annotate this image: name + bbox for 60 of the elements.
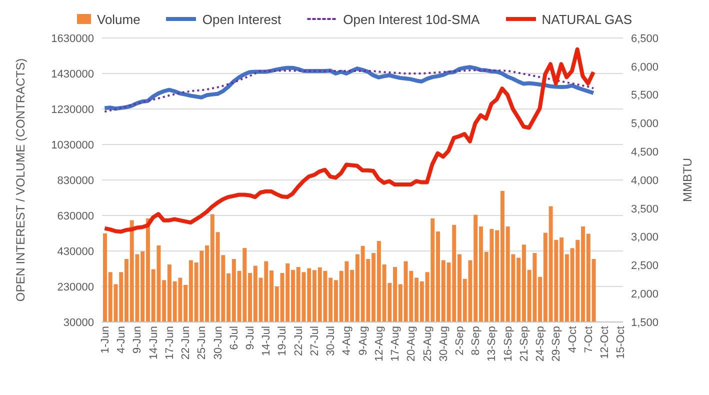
x-tick-label: 14-Jun — [148, 326, 160, 360]
x-tick-label: 24-Sep — [534, 326, 547, 362]
x-tick-label: 9-Aug — [357, 326, 370, 356]
x-tick-label: 16-Sep — [502, 326, 514, 362]
x-tick-label: 27-Jul — [308, 326, 321, 356]
x-tick-label: 19-Jul — [276, 326, 289, 356]
x-tick-label: 1-Jun — [99, 326, 112, 354]
y2-tick-label: 1,500 — [631, 316, 659, 329]
y2-tick-label: 3,500 — [631, 203, 659, 216]
x-tick-label: 17-Jun — [164, 326, 176, 360]
x-tick-label: 30-Jun — [212, 326, 224, 360]
x-tick-label: 6-Jul — [228, 326, 240, 350]
y2-tick-label: 5,000 — [631, 118, 659, 130]
x-tick-label: 9-Jun — [132, 326, 144, 354]
legend-label: Volume — [96, 12, 140, 26]
x-tick-label: 30-Aug — [438, 326, 450, 362]
x-tick-label: 4-Jun — [116, 326, 128, 354]
y-tick-label: 1030000 — [51, 139, 94, 152]
y-axis-title: OPEN INTEREST / VOLUME (CONTRACTS) — [13, 58, 28, 302]
y2-tick-label: 2,000 — [631, 288, 659, 301]
x-tick-label: 12-Aug — [373, 326, 386, 362]
x-tick-label: 7-Oct — [582, 326, 595, 353]
x-tick-label: 14-Jul — [260, 326, 273, 356]
y2-tick-label: 2,500 — [631, 260, 659, 272]
x-tick-label: 13-Sep — [486, 326, 498, 362]
y-tick-label: 1430000 — [51, 68, 94, 80]
x-tick-label: 30-Jul — [325, 326, 338, 356]
x-tick-label: 29-Sep — [550, 326, 563, 362]
x-tick-label: 15-Oct — [615, 326, 628, 360]
y-tick-label: 1230000 — [51, 104, 94, 116]
y2-tick-label: 3,000 — [631, 232, 659, 244]
legend-label: Open Interest — [201, 12, 282, 26]
x-tick-label: 25-Jun — [196, 326, 208, 360]
x-tick-label: 25-Aug — [422, 326, 434, 362]
legend-label: Open Interest 10d-SMA — [342, 12, 480, 26]
y-tick-label: 830000 — [57, 174, 94, 187]
legend-label: NATURAL GAS — [540, 12, 632, 26]
x-tick-label: 17-Aug — [390, 326, 402, 362]
x-tick-label: 8-Sep — [470, 326, 482, 356]
y2-axis-title: MMBTU — [680, 158, 694, 202]
line-series — [102, 47, 596, 234]
y2-tick-label: 4,000 — [631, 174, 659, 187]
x-tick-label: 12-Oct — [599, 326, 612, 360]
y2-tick-label: 5,500 — [631, 90, 659, 102]
x-tick-label: 22-Jul — [292, 326, 305, 356]
y-tick-label: 1630000 — [51, 32, 94, 45]
x-tick-label: 9-Jul — [244, 326, 257, 350]
x-tick-label: 2-Sep — [454, 326, 466, 356]
y-tick-label: 630000 — [57, 210, 94, 222]
y2-tick-label: 6,000 — [631, 61, 659, 74]
y-tick-label: 30000 — [63, 316, 94, 329]
y-tick-label: 230000 — [57, 281, 94, 294]
x-tick-label: 20-Aug — [406, 326, 418, 362]
x-tick-label: 22-Jun — [180, 326, 192, 360]
x-tick-label: 4-Oct — [566, 326, 579, 353]
x-tick-label: 4-Aug — [341, 326, 354, 356]
y2-tick-label: 4,500 — [631, 146, 659, 159]
y2-tick-label: 6,500 — [631, 32, 659, 45]
y-tick-label: 430000 — [57, 246, 94, 258]
x-tick-label: 21-Sep — [518, 326, 530, 362]
